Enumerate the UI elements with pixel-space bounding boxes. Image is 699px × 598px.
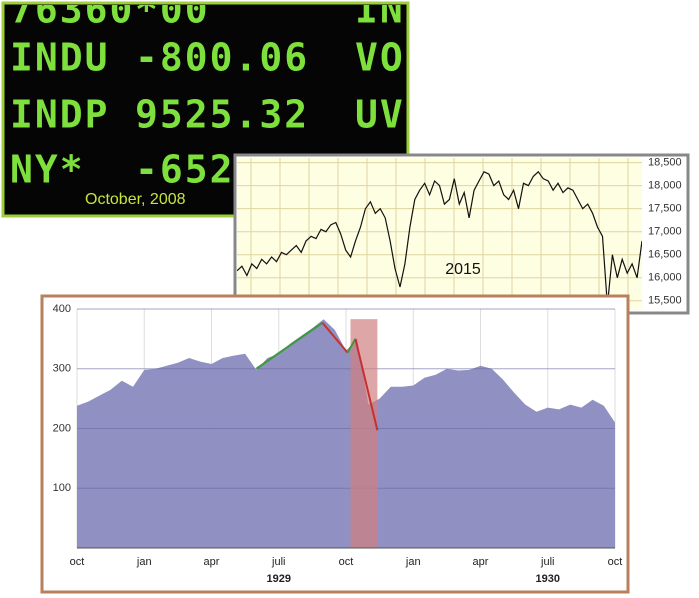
price-line xyxy=(237,170,642,306)
ticker-cell: INDU xyxy=(10,36,110,80)
y-tick-label: 200 xyxy=(53,422,71,434)
trend-line xyxy=(321,322,349,354)
ticker-cell: *00 xyxy=(135,0,210,32)
y-tick-label: 18,500 xyxy=(648,157,682,169)
y-tick-label: 17,000 xyxy=(648,226,682,238)
year-label: 1929 xyxy=(267,573,291,585)
x-tick-label: juli xyxy=(271,556,285,568)
x-tick-label: oct xyxy=(70,556,85,568)
year-label: 1930 xyxy=(536,573,560,585)
ticker-cell: VO xyxy=(355,36,405,80)
x-tick-label: jan xyxy=(136,556,152,568)
ticker-caption: October, 2008 xyxy=(85,191,186,208)
index-area xyxy=(77,319,615,548)
x-tick-label: juli xyxy=(540,556,554,568)
plot-background xyxy=(237,158,642,310)
y-tick-label: 400 xyxy=(53,303,71,315)
trend-line xyxy=(346,338,357,354)
trend-line xyxy=(255,321,324,370)
y-tick-label: 300 xyxy=(53,363,71,375)
y-tick-label: 15,500 xyxy=(648,295,682,307)
y-tick-label: 16,500 xyxy=(648,249,682,261)
x-tick-label: oct xyxy=(339,556,354,568)
y-tick-label: 100 xyxy=(53,482,71,494)
ticker-cell: NY* xyxy=(10,148,85,192)
trend-line xyxy=(354,338,379,431)
y-tick-label: 16,000 xyxy=(648,272,682,284)
x-tick-label: oct xyxy=(608,556,623,568)
ticker-cell: -800.06 xyxy=(135,36,309,80)
x-tick-label: jan xyxy=(405,556,421,568)
y-tick-label: 17,500 xyxy=(648,203,682,215)
ticker-cell: 76360 xyxy=(10,0,134,32)
ticker-cell: INTERN xyxy=(355,0,504,32)
ticker-cell: UV xyxy=(355,93,405,137)
x-tick-label: apr xyxy=(473,556,489,568)
crash-highlight xyxy=(350,319,378,548)
x-tick-label: apr xyxy=(204,556,220,568)
y-tick-label: 18,000 xyxy=(648,180,682,192)
annotation: 2015 xyxy=(445,261,481,278)
ticker-cell: 9525.32 xyxy=(135,93,309,137)
ticker-cell: INDP xyxy=(10,93,110,137)
